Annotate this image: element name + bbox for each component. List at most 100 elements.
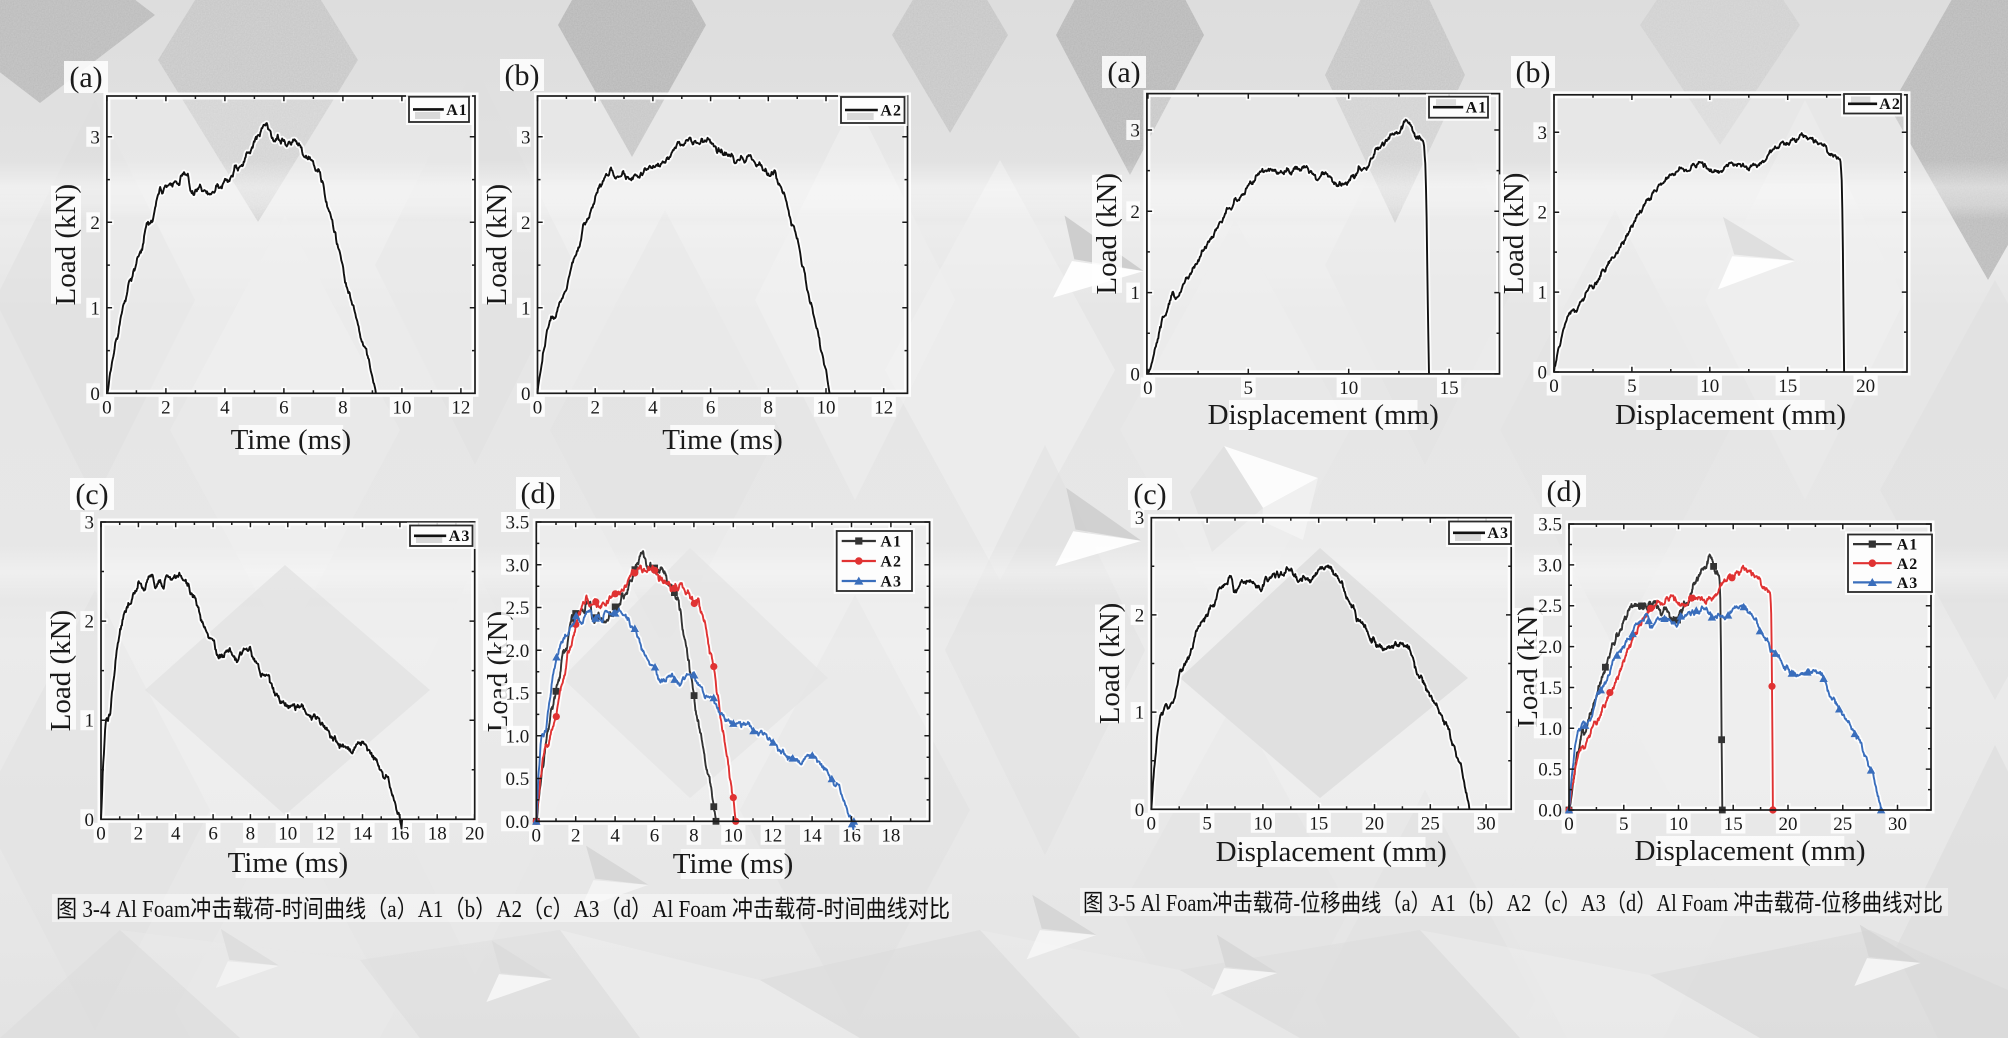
svg-text:10: 10 (392, 397, 411, 418)
svg-text:2: 2 (571, 825, 581, 846)
svg-text:0.0: 0.0 (506, 812, 530, 833)
svg-text:A1: A1 (1897, 537, 1919, 554)
svg-text:5: 5 (1627, 376, 1637, 397)
svg-text:A3: A3 (880, 574, 902, 591)
svg-text:0: 0 (1538, 363, 1548, 384)
svg-text:0: 0 (521, 384, 531, 405)
svg-text:4: 4 (171, 823, 181, 844)
svg-text:(c): (c) (75, 478, 108, 511)
svg-text:1.5: 1.5 (1538, 678, 1562, 699)
svg-text:3.5: 3.5 (1538, 515, 1562, 536)
svg-text:0: 0 (85, 810, 95, 831)
svg-text:3: 3 (521, 127, 531, 148)
svg-text:20: 20 (1856, 376, 1875, 397)
svg-text:A3: A3 (449, 528, 471, 545)
svg-text:A1: A1 (446, 102, 468, 119)
svg-text:14: 14 (803, 825, 823, 846)
svg-text:15: 15 (1778, 376, 1797, 397)
svg-text:(d): (d) (1547, 475, 1582, 508)
svg-text:25: 25 (1421, 813, 1440, 834)
svg-text:Displacement (mm): Displacement (mm) (1634, 835, 1865, 867)
svg-text:2.0: 2.0 (506, 641, 530, 662)
svg-text:3: 3 (85, 513, 95, 534)
svg-text:2: 2 (1135, 605, 1145, 626)
svg-text:0.5: 0.5 (1538, 760, 1562, 781)
svg-text:(a): (a) (69, 61, 102, 94)
svg-text:0: 0 (533, 397, 543, 418)
svg-text:16: 16 (390, 823, 409, 844)
svg-text:2: 2 (161, 397, 171, 418)
svg-text:(d): (d) (521, 477, 556, 510)
svg-text:6: 6 (706, 397, 716, 418)
svg-text:10: 10 (1669, 814, 1688, 835)
svg-text:3: 3 (1538, 123, 1548, 144)
svg-text:30: 30 (1477, 813, 1496, 834)
svg-text:10: 10 (724, 825, 743, 846)
svg-text:20: 20 (1365, 813, 1384, 834)
svg-text:0: 0 (96, 823, 106, 844)
svg-text:18: 18 (881, 825, 900, 846)
svg-text:5: 5 (1619, 814, 1629, 835)
svg-text:Load (kN): Load (kN) (1512, 606, 1544, 728)
svg-text:Displacement (mm): Displacement (mm) (1216, 836, 1447, 868)
svg-text:1: 1 (1130, 283, 1140, 304)
svg-text:A3: A3 (1897, 575, 1919, 592)
svg-text:2: 2 (1130, 202, 1140, 223)
svg-text:8: 8 (764, 397, 774, 418)
svg-text:0: 0 (1564, 814, 1574, 835)
svg-text:0: 0 (1147, 813, 1157, 834)
svg-text:10: 10 (278, 823, 297, 844)
svg-text:1.0: 1.0 (1538, 719, 1562, 740)
svg-text:图 3-4 Al Foam冲击载荷-时间曲线（a）A1（b）: 图 3-4 Al Foam冲击载荷-时间曲线（a）A1（b）A2（c）A3（d）… (56, 896, 950, 923)
svg-text:12: 12 (316, 823, 335, 844)
svg-text:2.5: 2.5 (506, 598, 530, 619)
svg-text:(a): (a) (1107, 56, 1140, 89)
svg-text:12: 12 (763, 825, 782, 846)
svg-text:8: 8 (338, 397, 348, 418)
svg-text:0: 0 (1143, 378, 1153, 399)
svg-text:16: 16 (842, 825, 861, 846)
svg-text:Time (ms): Time (ms) (673, 848, 794, 880)
svg-text:15: 15 (1309, 813, 1328, 834)
svg-text:2: 2 (521, 213, 531, 234)
svg-text:30: 30 (1888, 814, 1907, 835)
svg-text:A2: A2 (880, 103, 902, 120)
svg-text:25: 25 (1833, 814, 1852, 835)
svg-text:15: 15 (1440, 378, 1459, 399)
svg-text:Displacement (mm): Displacement (mm) (1615, 399, 1846, 431)
svg-text:A2: A2 (1897, 556, 1919, 573)
svg-text:5: 5 (1244, 378, 1254, 399)
svg-text:0: 0 (1135, 800, 1145, 821)
svg-text:1: 1 (90, 298, 100, 319)
svg-text:2: 2 (90, 213, 100, 234)
svg-text:1: 1 (1538, 283, 1548, 304)
svg-text:0.0: 0.0 (1538, 801, 1562, 822)
svg-text:0: 0 (102, 397, 112, 418)
svg-text:A1: A1 (1466, 100, 1488, 117)
svg-text:3.0: 3.0 (506, 555, 530, 576)
svg-text:3.5: 3.5 (506, 513, 530, 534)
svg-text:3.0: 3.0 (1538, 555, 1562, 576)
svg-text:1: 1 (1135, 703, 1145, 724)
svg-text:2.5: 2.5 (1538, 596, 1562, 617)
svg-text:2: 2 (1538, 203, 1548, 224)
svg-text:1: 1 (85, 711, 95, 732)
svg-text:2: 2 (134, 823, 144, 844)
svg-text:0: 0 (1130, 364, 1140, 385)
svg-text:1.0: 1.0 (506, 726, 530, 747)
svg-text:0: 0 (1549, 376, 1559, 397)
svg-text:8: 8 (246, 823, 256, 844)
svg-text:Load (kN): Load (kN) (50, 184, 82, 306)
svg-text:6: 6 (208, 823, 218, 844)
svg-text:Displacement (mm): Displacement (mm) (1208, 399, 1439, 431)
svg-text:18: 18 (428, 823, 447, 844)
svg-text:2.0: 2.0 (1538, 637, 1562, 658)
svg-text:12: 12 (451, 397, 470, 418)
svg-text:0: 0 (90, 384, 100, 405)
svg-text:A1: A1 (880, 534, 902, 551)
svg-text:10: 10 (1253, 813, 1272, 834)
svg-text:Load (kN): Load (kN) (482, 611, 514, 733)
svg-text:Load (kN): Load (kN) (1091, 173, 1123, 295)
svg-text:Time (ms): Time (ms) (662, 424, 783, 456)
svg-text:Load (kN): Load (kN) (1094, 603, 1126, 725)
